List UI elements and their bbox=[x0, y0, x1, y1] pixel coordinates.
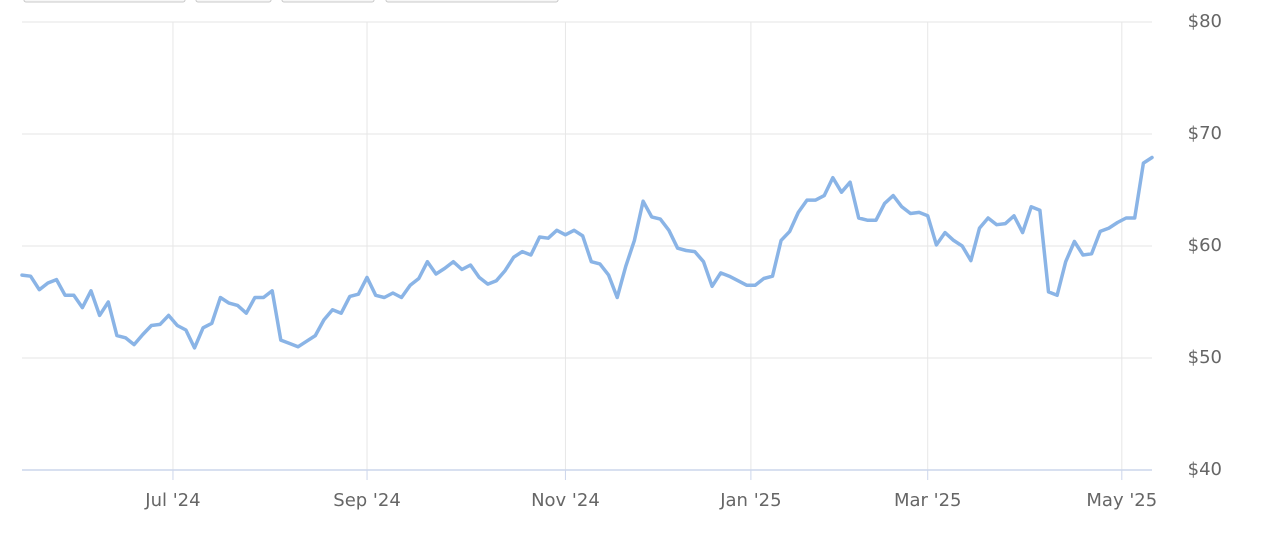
y-tick-label: $50 bbox=[1188, 347, 1222, 368]
x-tick-label: Nov '24 bbox=[531, 490, 600, 511]
range-button[interactable] bbox=[23, 0, 186, 3]
x-tick-label: Sep '24 bbox=[333, 490, 401, 511]
x-tick-label: Jul '24 bbox=[144, 490, 200, 511]
y-tick-label: $60 bbox=[1188, 235, 1222, 256]
y-tick-label: $40 bbox=[1188, 459, 1222, 480]
range-button[interactable] bbox=[281, 0, 375, 3]
range-button[interactable] bbox=[385, 0, 559, 3]
x-tick-label: May '25 bbox=[1086, 490, 1157, 511]
range-button[interactable] bbox=[195, 0, 272, 3]
y-tick-label: $70 bbox=[1188, 123, 1222, 144]
y-tick-label: $80 bbox=[1188, 11, 1222, 32]
x-tick-label: Mar '25 bbox=[894, 490, 962, 511]
price-line bbox=[20, 155, 1154, 350]
x-tick-label: Jan '25 bbox=[719, 490, 781, 511]
